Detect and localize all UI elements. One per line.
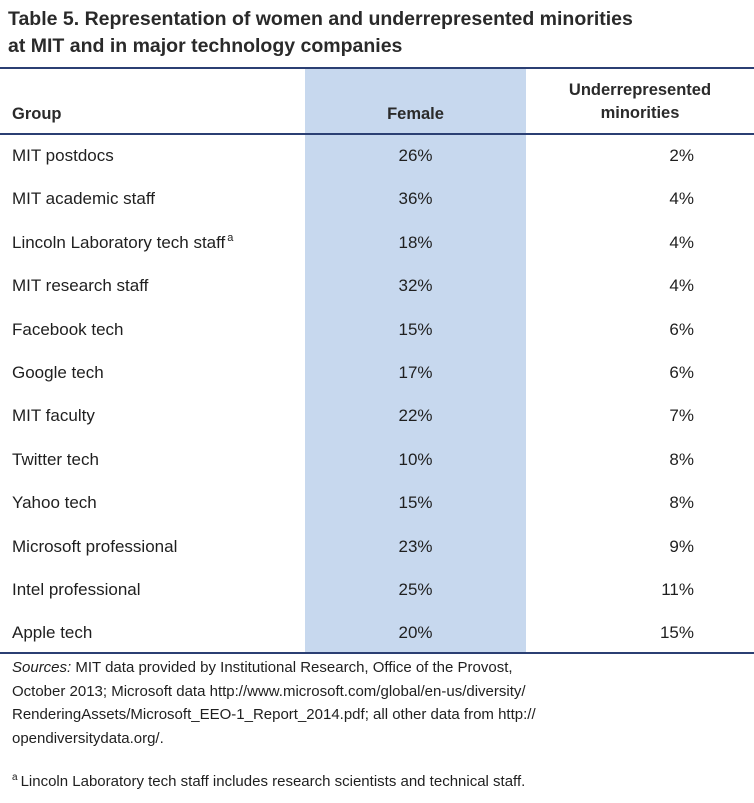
cell-group-text: Apple tech [12,623,93,643]
table-row: Intel professional 25% 11% [0,569,754,612]
cell-female: 15% [398,493,433,513]
cell-group: MIT postdocs [12,144,114,168]
cell-underrepresented-minorities: 9% [669,536,694,556]
sources-line-4: opendiversitydata.org/. [12,729,164,747]
header-urm-line-1: Underrepresented [568,81,712,99]
cell-group-text: MIT academic staff [12,189,155,209]
cell-underrepresented-minorities: 8% [669,449,694,469]
sources-note: Sources: MIT data provided by Institutio… [12,656,742,750]
cell-female: 10% [398,449,433,469]
cell-group-text: MIT research staff [12,276,149,296]
footnote: a Lincoln Laboratory tech staff includes … [12,771,742,793]
cell-group: Microsoft professional [12,535,177,559]
sources-line-3: RenderingAssets/Microsoft_EEO-1_Report_2… [12,706,536,723]
cell-group: Apple tech [12,621,92,645]
cell-group: Facebook tech [12,318,124,342]
cell-underrepresented-minorities: 2% [669,146,694,165]
cell-female: 25% [398,579,433,599]
cell-group-text: Microsoft professional [12,536,178,556]
title-rule [0,67,754,69]
table-row: Microsoft professional 23% 9% [0,526,754,569]
cell-group-text: Lincoln Laboratory tech staff [12,232,226,252]
cell-underrepresented-minorities: 4% [669,276,694,296]
table-row: Twitter tech 10% 8% [0,439,754,482]
sources-line-2: October 2013; Microsoft data http://www.… [12,682,526,700]
cell-group-text: Facebook tech [12,319,124,339]
sources-text-1: MIT data provided by Institutional Resea… [71,659,513,676]
footnote-ref: a [227,232,234,245]
cell-female: 20% [398,623,433,643]
table-row: Apple tech 20% 15% [0,612,754,655]
cell-underrepresented-minorities: 4% [669,189,694,209]
female-column-highlight [305,69,526,652]
cell-group: MIT academic staff [12,187,155,211]
cell-underrepresented-minorities: 8% [669,493,694,513]
footnote-text: Lincoln Laboratory tech staff includes r… [20,773,526,790]
cell-female: 36% [398,189,433,209]
cell-female: 18% [398,232,433,252]
cell-female: 22% [398,406,433,426]
table-row: Yahoo tech 15% 8% [0,482,754,525]
cell-group: Yahoo tech [12,491,97,515]
cell-underrepresented-minorities: 7% [669,406,694,426]
cell-group: Google tech [12,361,104,385]
cell-group: MIT faculty [12,404,95,428]
cell-female: 15% [398,319,433,339]
cell-underrepresented-minorities: 6% [669,362,694,382]
cell-female: 32% [398,276,433,296]
table-row: Lincoln Laboratory tech staff a 18% 4% [0,222,754,265]
cell-group-text: Intel professional [12,579,141,599]
header-female: Female [387,105,444,123]
table-title: Table 5. Representation of women and und… [8,6,748,60]
table-row: MIT postdocs 26% 2% [0,135,754,178]
table-body: MIT postdocs 26% 2% MIT academic staff 36% 4%… [0,135,754,656]
table-row: Facebook tech 15% 6% [0,309,754,352]
cell-group: Twitter tech [12,448,99,472]
cell-group: Lincoln Laboratory tech staff a [12,231,233,255]
cell-underrepresented-minorities: 4% [669,232,694,252]
cell-group-text: Yahoo tech [12,493,97,513]
table-row: MIT faculty 22% 7% [0,395,754,438]
cell-group-text: Twitter tech [12,449,99,469]
cell-underrepresented-minorities: 6% [669,319,694,339]
cell-underrepresented-minorities: 11% [661,579,694,599]
header-underrepresented-minorities: Underrepresented minorities [526,79,754,125]
table-row: MIT academic staff 36% 4% [0,178,754,221]
footnote-marker: a [12,772,18,783]
cell-female: 17% [398,362,433,382]
header-rule [0,133,754,135]
cell-underrepresented-minorities: 15% [659,623,694,643]
header-group: Group [12,105,62,123]
sources-line-1: Sources: MIT data provided by Institutio… [12,656,742,680]
table-bottom-rule [0,652,754,654]
cell-group-text: Google tech [12,362,104,382]
header-urm-line-2: minorities [600,104,680,122]
cell-group-text: MIT faculty [12,406,95,426]
sources-label: Sources: [12,659,72,676]
cell-group: MIT research staff [12,274,148,298]
cell-female: 23% [398,536,433,556]
cell-group-text: MIT postdocs [12,146,114,165]
table-row: Google tech 17% 6% [0,352,754,395]
table-row: MIT research staff 32% 4% [0,265,754,308]
cell-female: 26% [398,146,433,165]
table-title-line-2: at MIT and in major technology companies [8,35,403,57]
cell-group: Intel professional [12,578,141,602]
table-title-line-1: Table 5. Representation of women and und… [8,8,633,30]
